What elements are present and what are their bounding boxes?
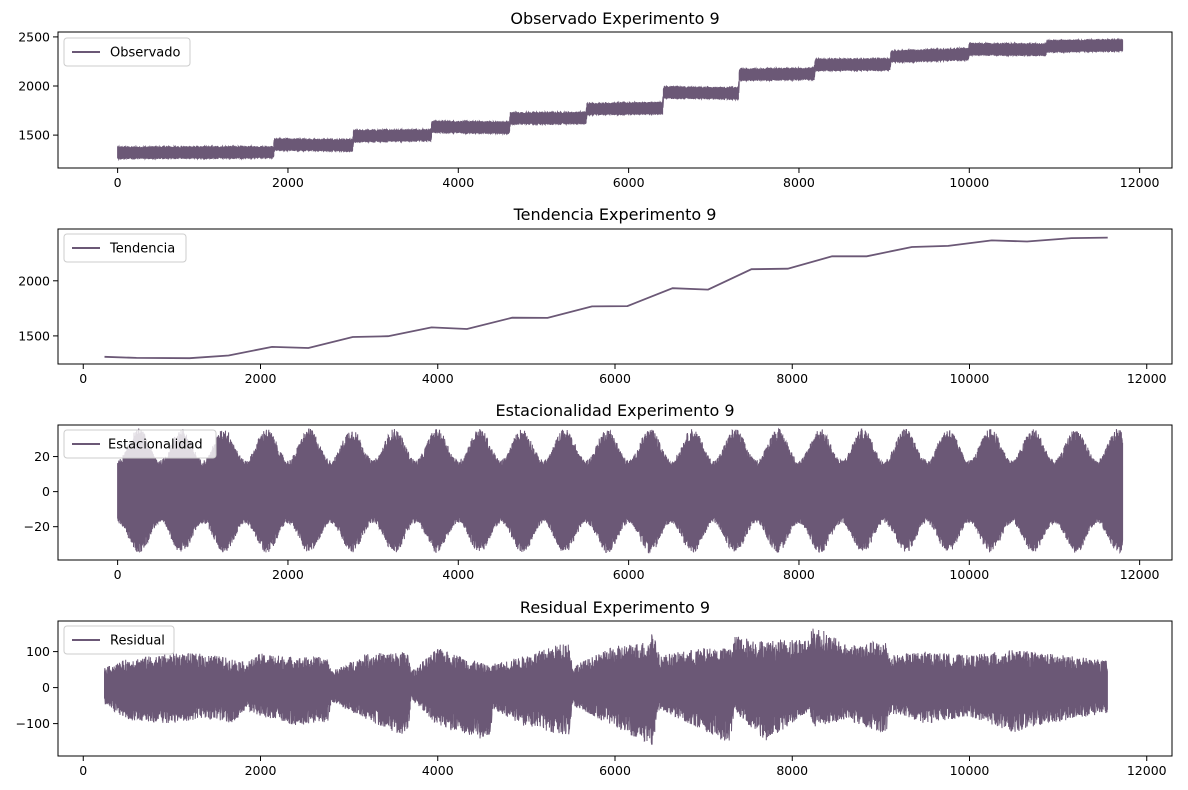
x-tick-label: 12000: [1127, 371, 1167, 386]
x-tick-label: 10000: [950, 371, 990, 386]
legend-label: Tendencia: [109, 242, 175, 257]
panel-title: Observado Experimento 9: [510, 9, 719, 28]
series-line: [104, 236, 1108, 360]
series-line: [104, 628, 1108, 745]
panel-estacionalidad: Estacionalidad Experimento 9 0 2000 4000 60…: [24, 401, 1173, 582]
legend-label: Observado: [110, 46, 181, 61]
y-tick-label: 0: [42, 680, 50, 695]
x-tick-label: 10000: [949, 175, 989, 190]
legend: Observado: [63, 37, 191, 67]
y-tick-label: −20: [24, 519, 50, 534]
legend-label: Estacionalidad: [108, 438, 203, 453]
x-tick-label: 6000: [613, 175, 645, 190]
legend: Residual: [63, 625, 175, 655]
axes-frame: [57, 424, 1173, 561]
x-tick-label: 4000: [442, 567, 474, 582]
series-layer: [104, 628, 1108, 745]
x-tick-label: 2000: [245, 371, 277, 386]
series-layer: [117, 427, 1124, 554]
x-tick-label: 6000: [613, 567, 645, 582]
x-tick-label: 6000: [599, 371, 631, 386]
series-line: [117, 37, 1124, 162]
x-tick-label: 0: [114, 175, 122, 190]
axes-frame: [57, 31, 1173, 169]
x-tick-label: 2000: [272, 175, 304, 190]
y-tick-label: 20: [34, 449, 50, 464]
x-tick-label: 2000: [245, 763, 277, 778]
x-tick-label: 4000: [422, 763, 454, 778]
x-tick-label: 4000: [422, 371, 454, 386]
panel-tendencia: Tendencia Experimento 9 0 2000 4000 6000 800…: [18, 205, 1173, 386]
legend-box: [63, 37, 191, 67]
x-tick-label: 0: [79, 371, 87, 386]
y-tick-label: 2000: [18, 273, 50, 288]
x-tick-label: 4000: [442, 175, 474, 190]
x-tick-label: 2000: [272, 567, 304, 582]
x-tick-label: 0: [79, 763, 87, 778]
legend: Tendencia: [63, 233, 187, 263]
panel-title: Residual Experimento 9: [520, 598, 710, 617]
y-tick-label: 2500: [18, 29, 50, 44]
panel-title: Estacionalidad Experimento 9: [495, 401, 734, 420]
x-tick-label: 12000: [1120, 175, 1160, 190]
plot-area: 0 2000 4000 6000 8000 10000 12000 1500 2000: [18, 228, 1173, 386]
panel-observado: Observado Experimento 9 0 2000 4000 6000 800…: [18, 9, 1173, 190]
y-tick-label: −100: [16, 716, 50, 731]
plot-area: 0 2000 4000 6000 8000 10000 12000 −20 0 20: [24, 424, 1173, 582]
panel-title: Tendencia Experimento 9: [513, 205, 717, 224]
y-tick-label: 1500: [18, 328, 50, 343]
x-tick-label: 10000: [949, 567, 989, 582]
series-layer: [117, 37, 1124, 162]
legend-label: Residual: [110, 634, 165, 649]
x-tick-label: 8000: [776, 371, 808, 386]
plot-area: 0 2000 4000 6000 8000 10000 12000 1500 2000 2500: [18, 29, 1173, 190]
legend: Estacionalidad: [63, 429, 217, 459]
x-tick-label: 8000: [776, 763, 808, 778]
x-tick-label: 0: [114, 567, 122, 582]
panel-residual: Residual Experimento 9 0 2000 4000 6000 8000…: [16, 598, 1173, 778]
series-line: [117, 427, 1124, 554]
plot-area: 0 2000 4000 6000 8000 10000 12000 −100 0 100: [16, 620, 1173, 778]
y-tick-label: 0: [42, 484, 50, 499]
x-tick-label: 12000: [1127, 763, 1167, 778]
legend-box: [63, 429, 217, 459]
y-tick-label: 2000: [18, 79, 50, 94]
x-tick-label: 10000: [950, 763, 990, 778]
legend-box: [63, 233, 187, 263]
legend-box: [63, 625, 175, 655]
y-tick-label: 100: [26, 644, 50, 659]
x-tick-label: 6000: [599, 763, 631, 778]
x-tick-label: 12000: [1120, 567, 1160, 582]
x-tick-label: 8000: [783, 175, 815, 190]
series-layer: [104, 236, 1108, 360]
y-tick-label: 1500: [18, 128, 50, 143]
x-tick-label: 8000: [783, 567, 815, 582]
